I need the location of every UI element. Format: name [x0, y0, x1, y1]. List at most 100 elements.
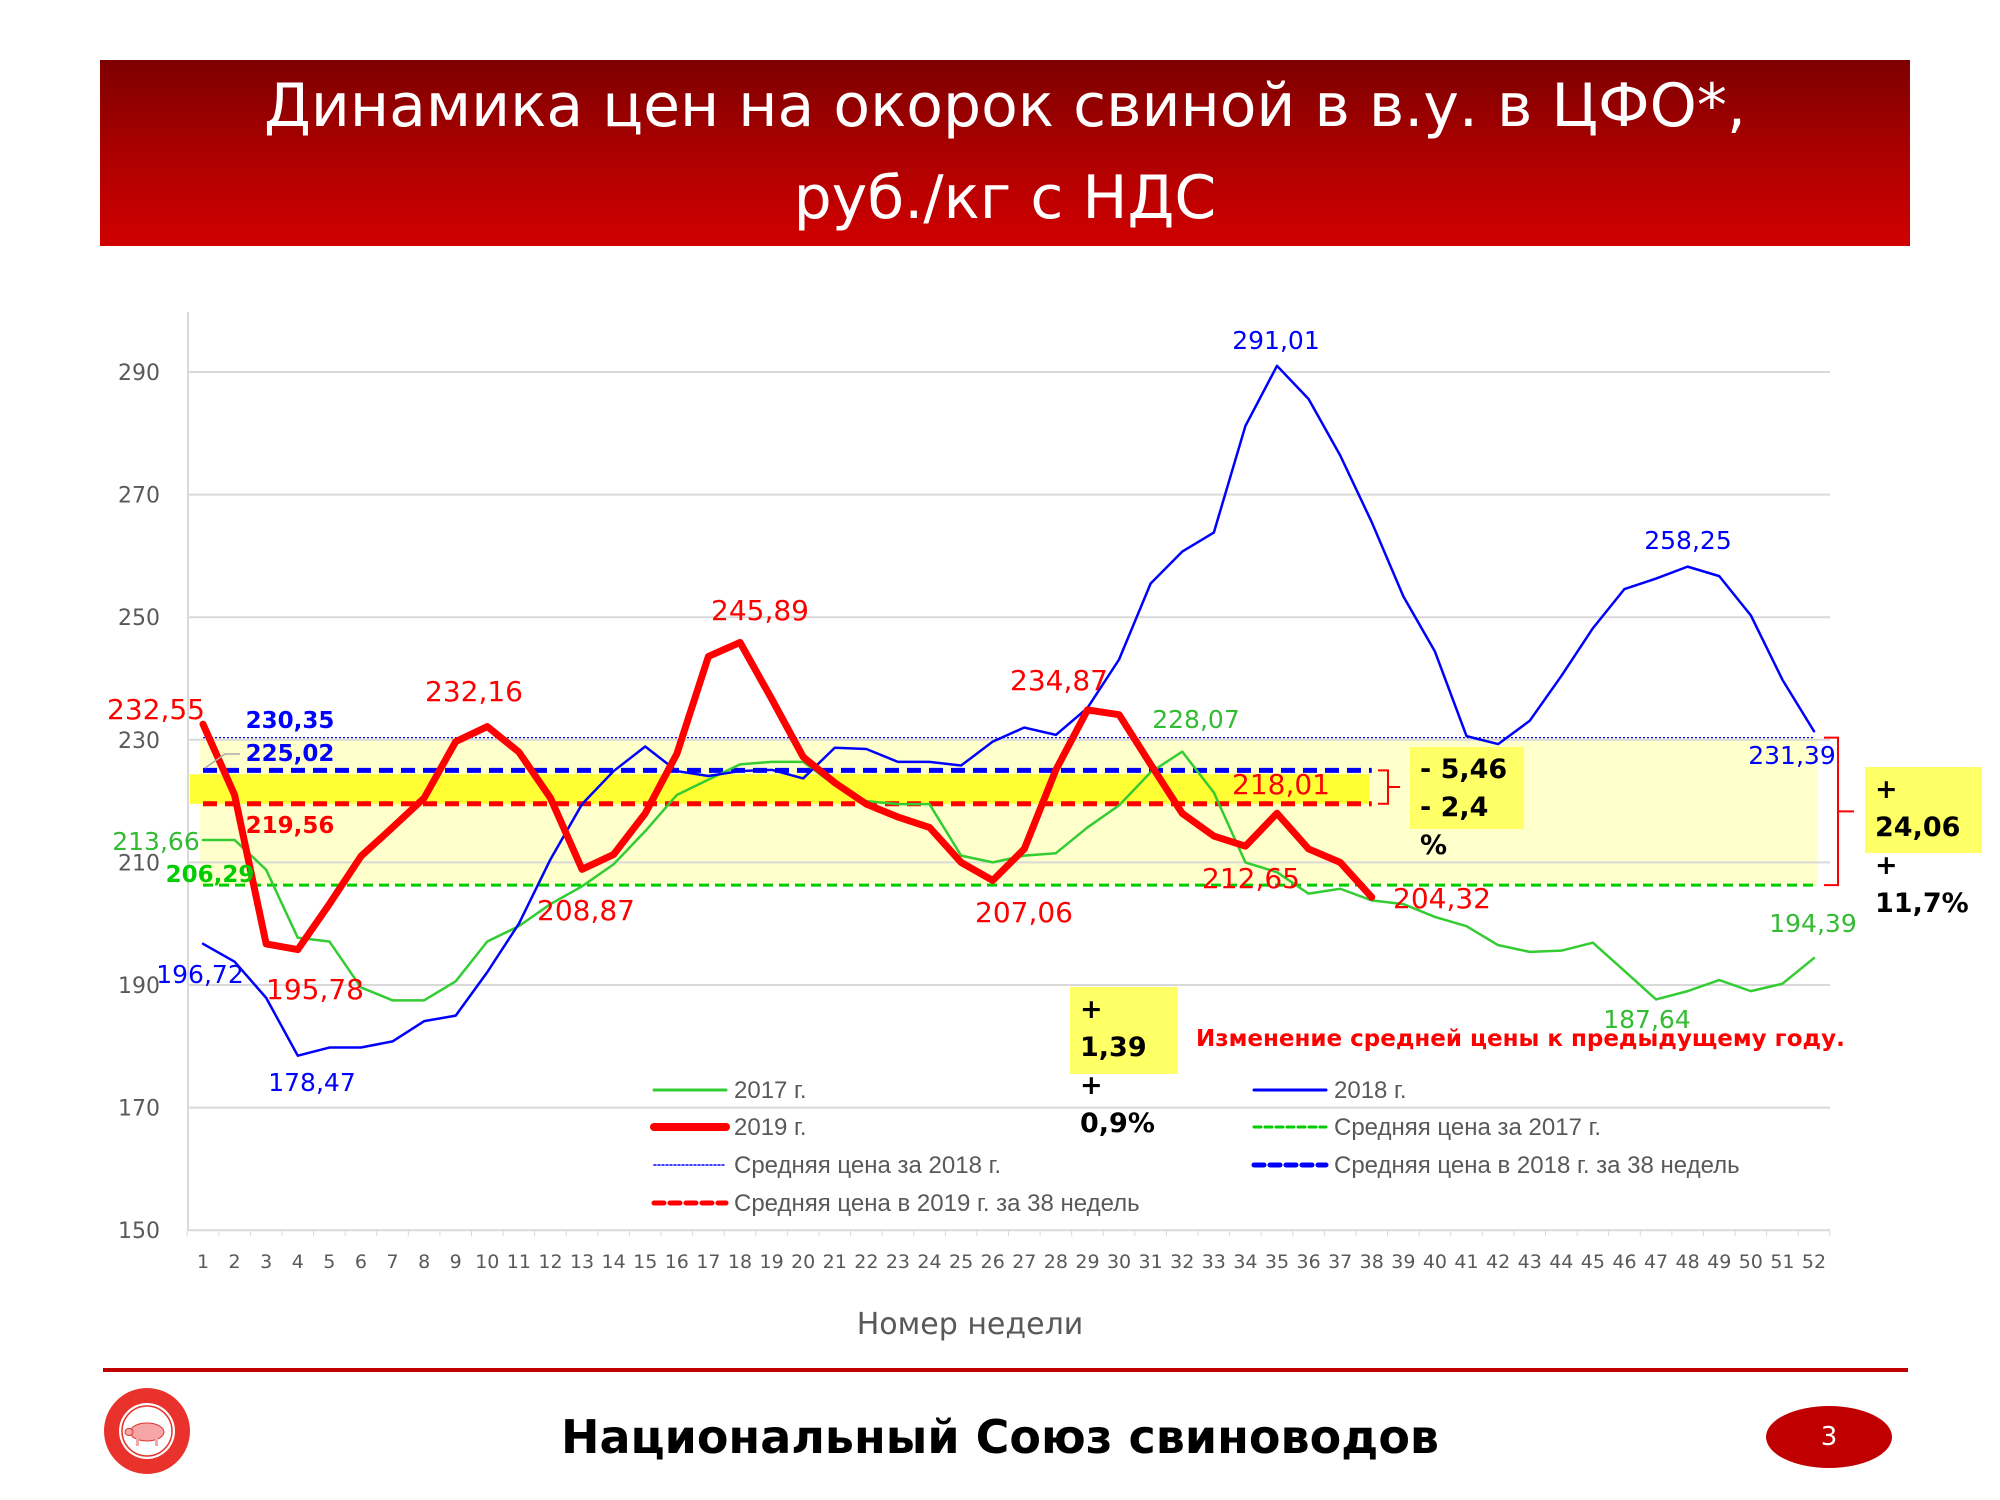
x-tick-label: 32 [1170, 1251, 1194, 1273]
data-label: 207,06 [975, 896, 1073, 929]
footer-divider [103, 1368, 1908, 1372]
x-tick-label: 13 [570, 1251, 594, 1273]
legend-item: 2018 г. [1252, 1077, 1407, 1104]
x-tick-label: 11 [507, 1251, 531, 1273]
x-tick-label: 23 [886, 1251, 910, 1273]
legend-label: 2017 г. [734, 1077, 807, 1104]
data-label: 187,64 [1603, 1005, 1690, 1034]
x-tick-label: 45 [1581, 1251, 1605, 1273]
y-tick-label: 250 [118, 606, 160, 631]
legend-item: Средняя цена за 2018 г. [653, 1152, 1001, 1179]
legend-label: Средняя цена за 2017 г. [1334, 1114, 1601, 1141]
x-tick-label: 3 [260, 1251, 272, 1273]
y-tick-label: 270 [118, 484, 160, 509]
x-tick-label: 2 [229, 1251, 241, 1273]
x-tick-label: 47 [1644, 1251, 1668, 1273]
average-label: 206,29 [166, 862, 255, 888]
annotation-percent: + 0,9% [1080, 1070, 1155, 1139]
annotation-percent: - 2,4 % [1420, 792, 1489, 861]
legend-item: Средняя цена за 2017 г. [1252, 1114, 1601, 1141]
x-tick-label: 22 [854, 1251, 878, 1273]
data-label: 218,01 [1232, 768, 1330, 801]
bracket-2018-vs-2017 [1824, 736, 1854, 887]
x-tick-label: 17 [696, 1251, 720, 1273]
data-label: 245,89 [711, 594, 809, 627]
title-banner: Динамика цен на окорок свиной в в.у. в Ц… [100, 60, 1910, 246]
annotation-value: + 24,06 [1875, 774, 1961, 843]
data-label: 258,25 [1644, 526, 1731, 555]
x-tick-label: 29 [1075, 1251, 1099, 1273]
legend-label: Средняя цена в 2018 г. за 38 недель [1334, 1152, 1740, 1179]
y-tick-label: 170 [118, 1097, 160, 1122]
annotation-note: Изменение средней цены к предыдущему год… [1196, 1026, 1845, 1052]
title-line-1: Динамика цен на окорок свиной в в.у. в Ц… [264, 71, 1746, 141]
bracket-2019-vs-2018 [1378, 769, 1400, 805]
x-tick-label: 39 [1391, 1251, 1415, 1273]
y-tick-label: 210 [118, 851, 160, 876]
x-tick-label: 49 [1707, 1251, 1731, 1273]
series-line-2018 [201, 364, 1816, 1057]
annotation-box-small: + 1,39 + 0,9% [1070, 987, 1178, 1139]
x-tick-label: 24 [917, 1251, 941, 1273]
x-tick-label: 20 [791, 1251, 815, 1273]
x-tick-label: 7 [386, 1251, 398, 1273]
legend-item: Средняя цена в 2019 г. за 38 недель [651, 1190, 1140, 1217]
average-label: 225,02 [246, 741, 335, 767]
x-tick-label: 33 [1202, 1251, 1226, 1273]
x-tick-label: 8 [418, 1251, 430, 1273]
x-tick-label: 51 [1770, 1251, 1794, 1273]
x-tick-label: 46 [1612, 1251, 1636, 1273]
x-tick-label: 5 [323, 1251, 335, 1273]
y-tick-label: 290 [118, 361, 160, 386]
x-tick-label: 52 [1802, 1251, 1826, 1273]
series-line-2019 [199, 638, 1376, 954]
data-label: 194,39 [1769, 909, 1856, 938]
x-tick-label: 42 [1486, 1251, 1510, 1273]
x-tick-label: 21 [823, 1251, 847, 1273]
data-label: 195,78 [266, 973, 364, 1006]
x-tick-label: 38 [1360, 1251, 1384, 1273]
annotation-box-2018-vs-2017: + 24,06 + 11,7% [1865, 767, 1982, 919]
data-label: 208,87 [537, 894, 635, 927]
x-tick-label: 26 [981, 1251, 1005, 1273]
title-line-2: руб./кг с НДС [793, 163, 1217, 233]
legend-item: 2017 г. [652, 1077, 807, 1104]
x-tick-label: 30 [1107, 1251, 1131, 1273]
x-tick-label: 43 [1518, 1251, 1542, 1273]
x-tick-label: 15 [633, 1251, 657, 1273]
x-tick-label: 37 [1328, 1251, 1352, 1273]
x-tick-label: 31 [1139, 1251, 1163, 1273]
data-label: 234,87 [1010, 664, 1108, 697]
legend-label: 2019 г. [734, 1114, 807, 1141]
annotation-value: - 5,46 [1420, 754, 1508, 785]
footer-organization: Национальный Союз свиноводов [560, 1410, 1440, 1464]
y-tick-label: 150 [118, 1219, 160, 1244]
x-tick-label: 18 [728, 1251, 752, 1273]
x-tick-label: 48 [1676, 1251, 1700, 1273]
legend-item: Средняя цена в 2018 г. за 38 недель [1251, 1152, 1740, 1179]
x-tick-label: 34 [1233, 1251, 1257, 1273]
data-label: 291,01 [1232, 326, 1319, 355]
data-label: 213,66 [112, 827, 199, 856]
data-label: 178,47 [268, 1068, 355, 1097]
x-tick-label: 41 [1454, 1251, 1478, 1273]
data-label: 232,55 [107, 693, 205, 726]
series-line-2017 [201, 750, 1816, 1002]
x-tick-label: 25 [949, 1251, 973, 1273]
x-tick-label: 50 [1739, 1251, 1763, 1273]
x-tick-label: 19 [759, 1251, 783, 1273]
data-label: 228,07 [1152, 705, 1239, 734]
annotation-percent: + 11,7% [1875, 850, 1969, 919]
x-tick-label: 27 [1012, 1251, 1036, 1273]
legend-label: 2018 г. [1334, 1077, 1407, 1104]
y-tick-label: 230 [118, 729, 160, 754]
legend-label: Средняя цена за 2018 г. [734, 1152, 1001, 1179]
annotation-box-2019-vs-2018: - 5,46 - 2,4 % [1410, 747, 1524, 861]
x-tick-label: 14 [602, 1251, 626, 1273]
data-label: 204,32 [1393, 882, 1491, 915]
x-tick-label: 9 [450, 1251, 462, 1273]
x-tick-label: 12 [538, 1251, 562, 1273]
x-tick-label: 35 [1265, 1251, 1289, 1273]
y-tick-label: 190 [118, 974, 160, 999]
